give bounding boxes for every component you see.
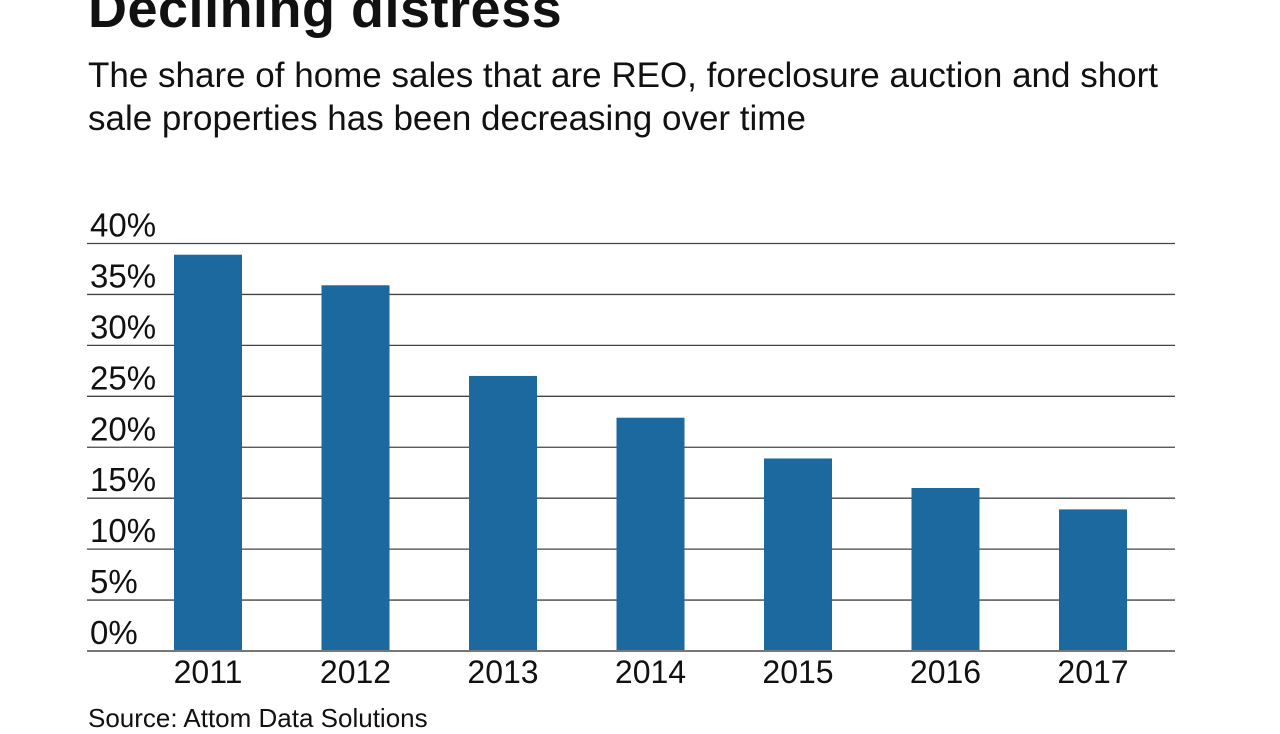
bar-2012	[321, 285, 390, 651]
y-tick-label: 25%	[90, 359, 156, 396]
x-tick-label: 2012	[320, 654, 391, 690]
y-tick-label: 15%	[90, 461, 156, 498]
bar-2011	[174, 254, 242, 652]
chart-title: Declining distress	[88, 0, 563, 39]
x-tick-label: 2011	[174, 654, 243, 690]
bar-2017	[1059, 509, 1127, 651]
x-tick-label: 2015	[762, 654, 833, 690]
bar-2016	[911, 488, 980, 651]
y-tick-label: 10%	[90, 512, 156, 549]
y-tick-label: 20%	[90, 410, 156, 447]
y-tick-label: 35%	[90, 257, 156, 294]
bar-2015	[764, 458, 832, 651]
y-tick-label: 40%	[90, 207, 156, 244]
source-note: Source: Attom Data Solutions	[88, 703, 428, 733]
y-tick-label: 0%	[90, 614, 138, 651]
y-tick-label: 5%	[90, 563, 138, 600]
bar-2014	[616, 417, 685, 651]
x-tick-label: 2013	[467, 654, 538, 690]
chart-subtitle: The share of home sales that are REO, fo…	[88, 56, 1159, 138]
y-tick-label: 30%	[90, 308, 156, 345]
bar-2013	[469, 375, 537, 651]
x-tick-label: 2014	[615, 654, 686, 690]
x-tick-label: 2016	[910, 654, 981, 690]
x-tick-label: 2017	[1057, 654, 1128, 690]
